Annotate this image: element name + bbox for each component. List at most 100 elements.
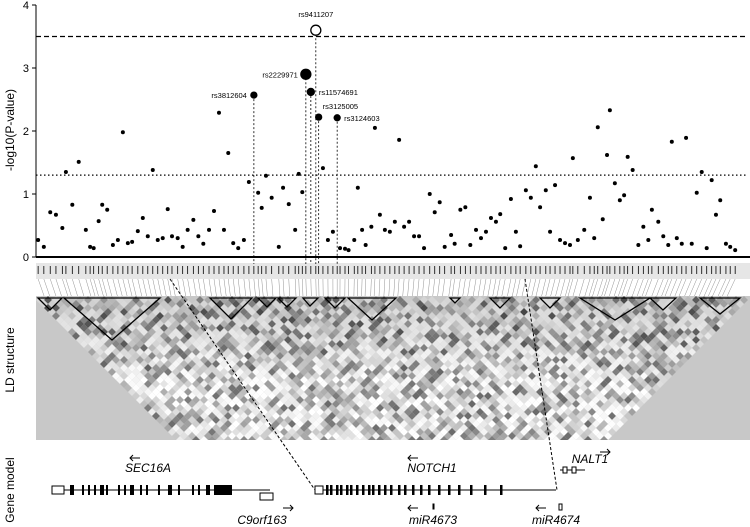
snp-link [541,278,546,297]
snp-link [223,278,227,297]
exon [356,485,359,495]
snp-link [507,278,512,297]
snp-link [727,278,736,297]
snp-point [226,151,231,156]
snp-link [89,278,96,297]
snp-point [397,137,402,142]
snp-link [618,278,625,297]
snp-link [253,278,256,297]
snp-point [704,246,709,251]
strand-arrow [407,504,418,512]
snp-point [733,248,738,253]
snp-link [592,278,598,297]
snp-point [641,224,646,229]
snp-point [201,241,206,246]
snp-point [548,229,553,234]
snp-point [281,185,286,190]
snp-point [363,243,368,248]
snp-link [218,278,222,297]
snp-link [122,278,128,297]
exon [384,485,387,495]
snp-link [388,278,391,297]
snp-point [563,241,568,246]
snp-link [373,278,376,297]
snp-point [286,202,291,207]
snp-link [248,278,251,297]
snp-point [649,207,654,212]
snp-link [238,278,241,297]
exon [330,485,333,495]
snp-link [712,278,721,297]
ld-block [346,297,398,321]
gene-label: miR4674 [532,513,580,527]
snp-link [584,278,591,297]
strand-arrow [600,448,611,456]
snp-link [457,278,461,297]
snp-link [717,278,727,297]
snp-link [171,278,176,297]
snp-point [528,195,533,200]
gene-label: miR4673 [409,513,457,527]
exon [82,485,84,495]
snp-point [630,168,635,173]
snp-point [231,241,236,246]
snp-bar [36,263,750,279]
snp-link [364,278,366,297]
y-tick-label: 0 [23,252,29,264]
snp-link [609,278,616,297]
snp-link [98,278,104,297]
snp-link [208,278,212,297]
snp-point [661,234,666,239]
y-tick-label: 1 [23,189,29,201]
exon [336,485,339,495]
gene-label: NOTCH1 [407,461,456,475]
snp-link [482,278,487,297]
snp-link [85,278,92,297]
snp-link [147,278,152,297]
snp-point [360,227,365,232]
snp-point [160,236,165,241]
snp-link [288,278,290,297]
snp-link [198,278,202,297]
snp-link [152,278,157,297]
snp-point [387,229,392,234]
snp-link [402,278,405,297]
snp-link [452,278,455,297]
snp-point [392,219,397,224]
exon [470,485,473,495]
snp-link [703,278,712,297]
snp-link [694,278,702,297]
annotated-snp [300,68,312,80]
strand-arrow [283,504,294,512]
snp-point [656,219,661,224]
snp-link [632,278,639,297]
snp-point [513,229,518,234]
snp-link [626,278,633,297]
snp-link [62,278,69,297]
snp-link [43,278,50,297]
gene-panel-label: Gene model [3,457,17,522]
snp-link [397,278,400,297]
ld-block [448,297,462,304]
exon [500,485,503,495]
snp-link [361,278,363,297]
snp-point [155,237,160,242]
exon [346,485,349,495]
snp-point [145,234,150,239]
snp-link [233,278,236,297]
snp-point [377,212,382,217]
snp-point [402,224,407,229]
snp-link [674,278,682,297]
snp-point [276,244,281,249]
snp-link [613,278,621,297]
snp-link [531,278,537,297]
snp-point [617,198,622,203]
ld-block [36,297,64,311]
snp-point [575,237,580,242]
snp-point [558,237,563,242]
snp-point [130,239,135,244]
snp-link [117,278,123,297]
snp-link [182,278,186,297]
snp-link [378,278,381,297]
exon [198,485,200,495]
